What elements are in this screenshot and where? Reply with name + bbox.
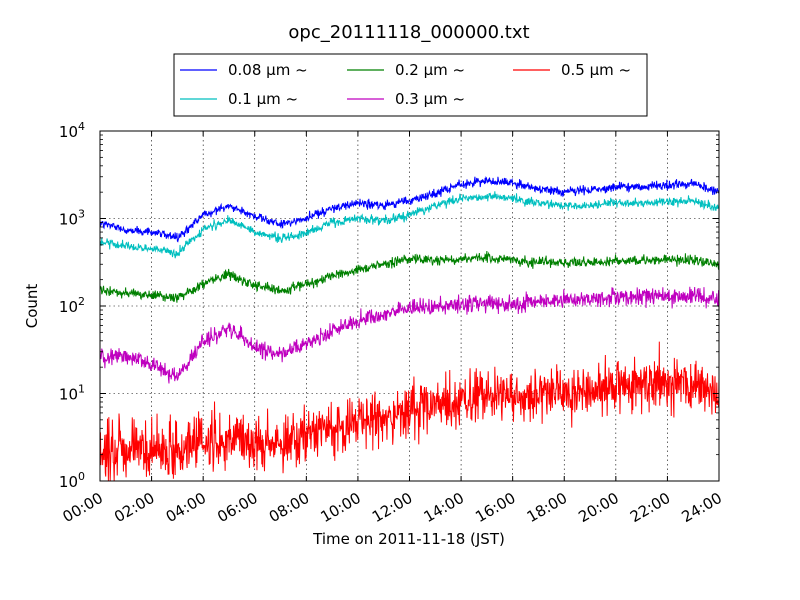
y-tick-label: 102 <box>59 295 85 316</box>
x-tick-label: 00:00 <box>60 489 106 526</box>
tick-marks <box>99 130 720 482</box>
series-line <box>100 341 719 481</box>
legend-label: 0.08 μm ~ <box>228 61 308 79</box>
legend-label: 0.3 μm ~ <box>395 90 465 108</box>
x-tick-label: 20:00 <box>575 489 621 526</box>
legend-box <box>173 53 648 117</box>
x-tick-label: 02:00 <box>111 489 157 526</box>
x-tick-label: 06:00 <box>214 489 260 526</box>
series-line <box>100 191 719 259</box>
legend: 0.08 μm ~ 0.1 μm ~ 0.2 μm ~ 0.3 μm ~ 0.5 μm … <box>173 53 648 117</box>
y-axis-tick-labels: 100 101 102 103 104 <box>59 120 85 491</box>
x-tick-label: 14:00 <box>421 489 467 526</box>
x-tick-label: 16:00 <box>472 489 518 526</box>
x-tick-label: 04:00 <box>163 489 209 526</box>
series-line <box>100 176 719 243</box>
legend-label: 0.1 μm ~ <box>228 90 298 108</box>
legend-label: 0.5 μm ~ <box>561 61 631 79</box>
series-line <box>100 251 719 303</box>
x-tick-label: 12:00 <box>369 489 415 526</box>
y-axis-label: Count <box>23 284 41 329</box>
x-tick-label: 18:00 <box>524 489 570 526</box>
x-axis-label: Time on 2011-11-18 (JST) <box>312 530 505 548</box>
chart-title: opc_20111118_000000.txt <box>288 22 529 43</box>
plot-area <box>99 130 720 482</box>
series-layer <box>100 176 719 481</box>
y-tick-label: 104 <box>59 120 85 141</box>
series-line <box>100 286 719 384</box>
x-tick-label: 08:00 <box>266 489 312 526</box>
y-tick-label: 101 <box>59 383 85 404</box>
x-tick-label: 22:00 <box>627 489 673 526</box>
x-tick-label: 24:00 <box>679 489 725 526</box>
y-tick-label: 100 <box>59 470 85 491</box>
x-axis-tick-labels: 00:00 02:00 04:00 06:00 08:00 10:00 12:00 14:00… <box>60 489 725 526</box>
legend-entries: 0.08 μm ~ 0.1 μm ~ 0.2 μm ~ 0.3 μm ~ 0.5 μm … <box>180 61 631 108</box>
x-tick-label: 10:00 <box>317 489 363 526</box>
y-tick-label: 103 <box>59 208 85 229</box>
legend-label: 0.2 μm ~ <box>395 61 465 79</box>
